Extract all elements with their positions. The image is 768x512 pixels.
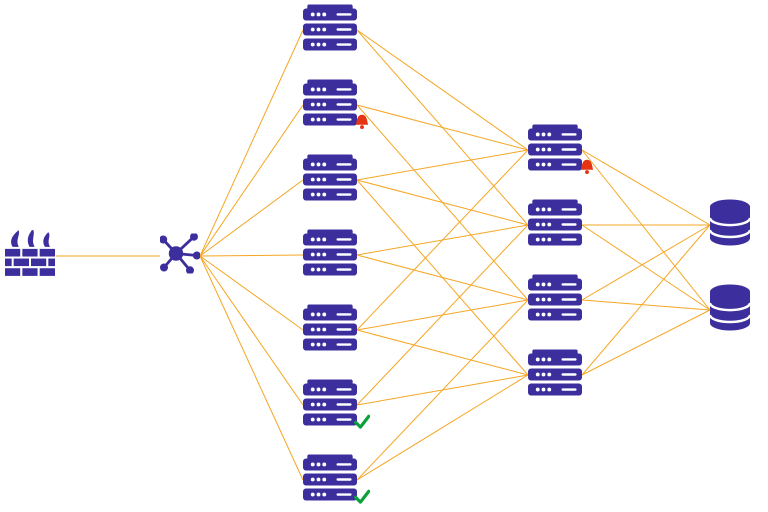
edge bbox=[200, 105, 303, 256]
firewall-icon bbox=[4, 230, 56, 282]
edge bbox=[357, 225, 528, 405]
edge bbox=[200, 255, 303, 256]
alert-icon bbox=[579, 159, 595, 180]
check-icon bbox=[354, 414, 370, 435]
server-icon bbox=[303, 304, 357, 355]
server-icon bbox=[303, 154, 357, 205]
edge bbox=[582, 225, 710, 375]
edge bbox=[582, 310, 710, 375]
database-icon bbox=[710, 200, 750, 251]
edge bbox=[200, 256, 303, 480]
server-icon bbox=[528, 274, 582, 325]
edge bbox=[357, 30, 528, 150]
edge bbox=[357, 330, 528, 375]
check-icon bbox=[354, 489, 370, 510]
server-icon bbox=[303, 79, 357, 130]
server-icon bbox=[303, 229, 357, 280]
edge bbox=[200, 180, 303, 256]
edge bbox=[200, 30, 303, 256]
edge bbox=[582, 225, 710, 310]
server-icon bbox=[303, 454, 357, 505]
server-icon bbox=[303, 379, 357, 430]
server-icon bbox=[528, 124, 582, 175]
server-icon bbox=[528, 349, 582, 400]
network-hub-icon bbox=[160, 234, 200, 279]
edge bbox=[357, 300, 528, 480]
edge bbox=[357, 150, 528, 180]
edge bbox=[200, 256, 303, 405]
edge bbox=[582, 300, 710, 310]
edge bbox=[357, 255, 528, 300]
edge bbox=[582, 150, 710, 310]
edge bbox=[200, 256, 303, 330]
edge bbox=[357, 150, 528, 330]
database-icon bbox=[710, 285, 750, 336]
edge bbox=[357, 180, 528, 225]
server-icon bbox=[303, 4, 357, 55]
edge bbox=[582, 225, 710, 300]
edge bbox=[357, 375, 528, 480]
edge bbox=[357, 105, 528, 150]
edge bbox=[582, 150, 710, 225]
server-icon bbox=[528, 199, 582, 250]
alert-icon bbox=[354, 114, 370, 135]
